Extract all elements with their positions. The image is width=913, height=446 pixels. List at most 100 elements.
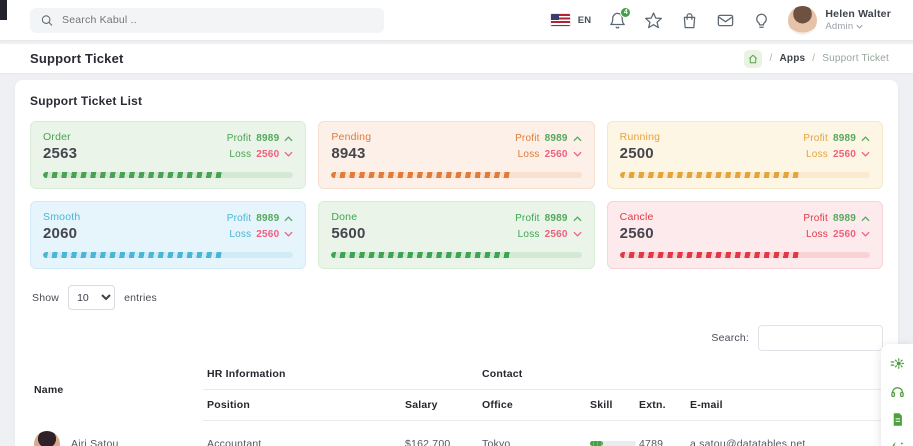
cell-name: Airi Satou (71, 437, 119, 446)
trend-down-icon[interactable] (573, 231, 582, 237)
trend-up-icon[interactable] (284, 216, 293, 222)
profit-value: 8989 (256, 133, 280, 144)
col-header-salary[interactable]: Salary (401, 389, 479, 421)
loss-value: 2560 (256, 228, 280, 240)
card-label: Order (43, 131, 71, 143)
breadcrumb-current: Support Ticket (822, 53, 889, 64)
skill-bar (590, 441, 637, 446)
global-search[interactable] (30, 7, 384, 33)
us-flag-icon[interactable] (550, 14, 570, 26)
language-label[interactable]: EN (577, 14, 592, 26)
table-search-label: Search: (711, 332, 749, 344)
stat-card-pending: Pending 8943 Profit 8989 Loss 2560 (318, 121, 595, 189)
col-header-email[interactable]: E-mail (686, 389, 883, 421)
profit-value: 8989 (544, 213, 568, 224)
loss-label: Loss (806, 148, 828, 160)
card-value: 5600 (331, 225, 366, 242)
card-progress-bar (331, 252, 582, 258)
card-label: Cancle (619, 211, 654, 223)
card-label: Smooth (43, 211, 81, 223)
show-label: Show (32, 291, 60, 304)
card-label: Pending (331, 131, 372, 143)
card-label: Done (331, 211, 358, 223)
breadcrumb-apps[interactable]: Apps (779, 53, 806, 64)
table-row[interactable]: Airi Satou Accountant $162,700 Tokyo 478… (30, 420, 883, 446)
stat-card-running: Running 2500 Profit 8989 Loss 2560 (606, 121, 883, 189)
loss-label: Loss (517, 148, 540, 160)
stat-card-order: Order 2563 Profit 8989 Loss 2560 (30, 121, 307, 189)
col-header-extn[interactable]: Extn. (635, 389, 687, 421)
user-role: Admin (825, 21, 854, 33)
top-navbar: EN 4 Helen Walter Admin (0, 0, 913, 40)
favorites-star-icon[interactable] (644, 11, 663, 30)
card-progress-bar (43, 252, 294, 258)
page-header: Support Ticket / Apps / Support Ticket (0, 44, 913, 73)
trend-down-icon[interactable] (861, 151, 870, 157)
trend-down-icon[interactable] (284, 151, 293, 157)
cell-email: a.satou@datatables.net (686, 420, 883, 446)
card-progress-bar (331, 172, 582, 178)
support-ticket-panel: Support Ticket List Order 2563 Profit 898… (15, 80, 898, 446)
loss-value: 2560 (832, 228, 856, 240)
trend-up-icon[interactable] (573, 216, 582, 222)
profit-label: Profit (803, 133, 828, 144)
card-value: 2563 (43, 145, 78, 162)
profit-value: 8989 (832, 133, 856, 144)
loss-label: Loss (517, 228, 540, 240)
loss-value: 2560 (256, 148, 280, 160)
user-menu[interactable]: Helen Walter Admin (788, 5, 891, 35)
page-title: Support Ticket (30, 51, 124, 66)
card-value: 2060 (43, 225, 78, 242)
user-name: Helen Walter (825, 7, 891, 20)
support-headphones-icon[interactable] (890, 384, 905, 399)
trend-down-icon[interactable] (573, 151, 582, 157)
floating-side-toolbar (881, 344, 913, 446)
stat-card-smooth: Smooth 2060 Profit 8989 Loss 2560 (30, 201, 307, 269)
col-header-skill[interactable]: Skill (586, 389, 636, 421)
theme-settings-icon[interactable] (890, 356, 905, 371)
card-value: 2500 (619, 145, 654, 162)
sidebar-edge (0, 0, 7, 20)
col-header-office[interactable]: Office (478, 389, 587, 421)
profit-value: 8989 (544, 133, 568, 144)
search-icon (40, 13, 54, 28)
loss-value: 2560 (544, 148, 568, 160)
page-size-select[interactable]: 10 (68, 285, 116, 310)
card-label: Running (619, 131, 661, 143)
documentation-icon[interactable] (890, 412, 905, 427)
card-progress-bar (619, 172, 870, 178)
cell-salary: $162,700 (401, 420, 479, 446)
trend-up-icon[interactable] (861, 136, 870, 142)
ideas-lightbulb-icon[interactable] (752, 11, 771, 30)
profit-value: 8989 (832, 213, 856, 224)
cart-bag-icon[interactable] (680, 11, 699, 30)
profit-label: Profit (515, 213, 540, 224)
card-value: 2560 (619, 225, 654, 242)
profit-label: Profit (226, 133, 252, 144)
messages-mail-icon[interactable] (716, 11, 735, 30)
profit-label: Profit (515, 133, 540, 144)
trend-down-icon[interactable] (861, 231, 870, 237)
dark-mode-moon-icon[interactable] (890, 440, 905, 446)
chevron-down-icon (856, 24, 863, 29)
notifications-bell-icon[interactable]: 4 (608, 6, 632, 30)
entries-label: entries (124, 291, 157, 304)
breadcrumb-separator: / (769, 53, 773, 64)
trend-up-icon[interactable] (573, 136, 582, 142)
user-avatar[interactable] (788, 5, 818, 35)
card-progress-bar (619, 252, 870, 258)
col-header-name[interactable]: Name (34, 383, 64, 396)
trend-down-icon[interactable] (284, 231, 293, 237)
stat-card-done: Done 5600 Profit 8989 Loss 2560 (318, 201, 595, 269)
breadcrumb: / Apps / Support Ticket (744, 49, 889, 68)
col-header-position[interactable]: Position (203, 389, 401, 421)
loss-value: 2560 (832, 148, 856, 160)
search-input[interactable] (62, 14, 374, 26)
loss-label: Loss (229, 228, 252, 240)
trend-up-icon[interactable] (284, 136, 293, 142)
home-icon[interactable] (744, 49, 763, 68)
table-search-input[interactable] (758, 325, 883, 351)
card-progress-bar (43, 172, 294, 178)
cell-office: Tokyo (478, 420, 587, 446)
trend-up-icon[interactable] (861, 216, 870, 222)
